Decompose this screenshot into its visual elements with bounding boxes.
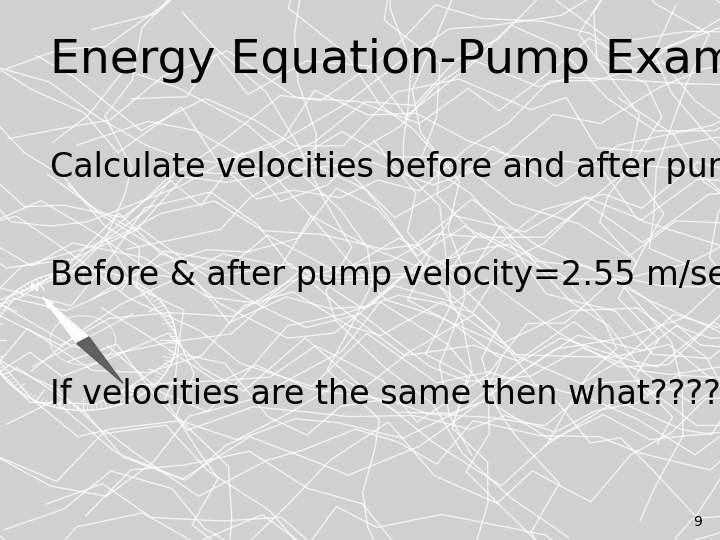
- Text: S: S: [127, 387, 135, 397]
- Text: Calculate velocities before and after pump:: Calculate velocities before and after pu…: [50, 151, 720, 184]
- Text: If velocities are the same then what????: If velocities are the same then what????: [50, 378, 720, 411]
- Text: Energy Equation-Pump Example: Energy Equation-Pump Example: [50, 38, 720, 83]
- Text: Before & after pump velocity=2.55 m/sec: Before & after pump velocity=2.55 m/sec: [50, 259, 720, 292]
- Polygon shape: [76, 337, 123, 383]
- Polygon shape: [42, 297, 89, 343]
- Text: 9: 9: [693, 515, 702, 529]
- Text: N: N: [30, 284, 39, 293]
